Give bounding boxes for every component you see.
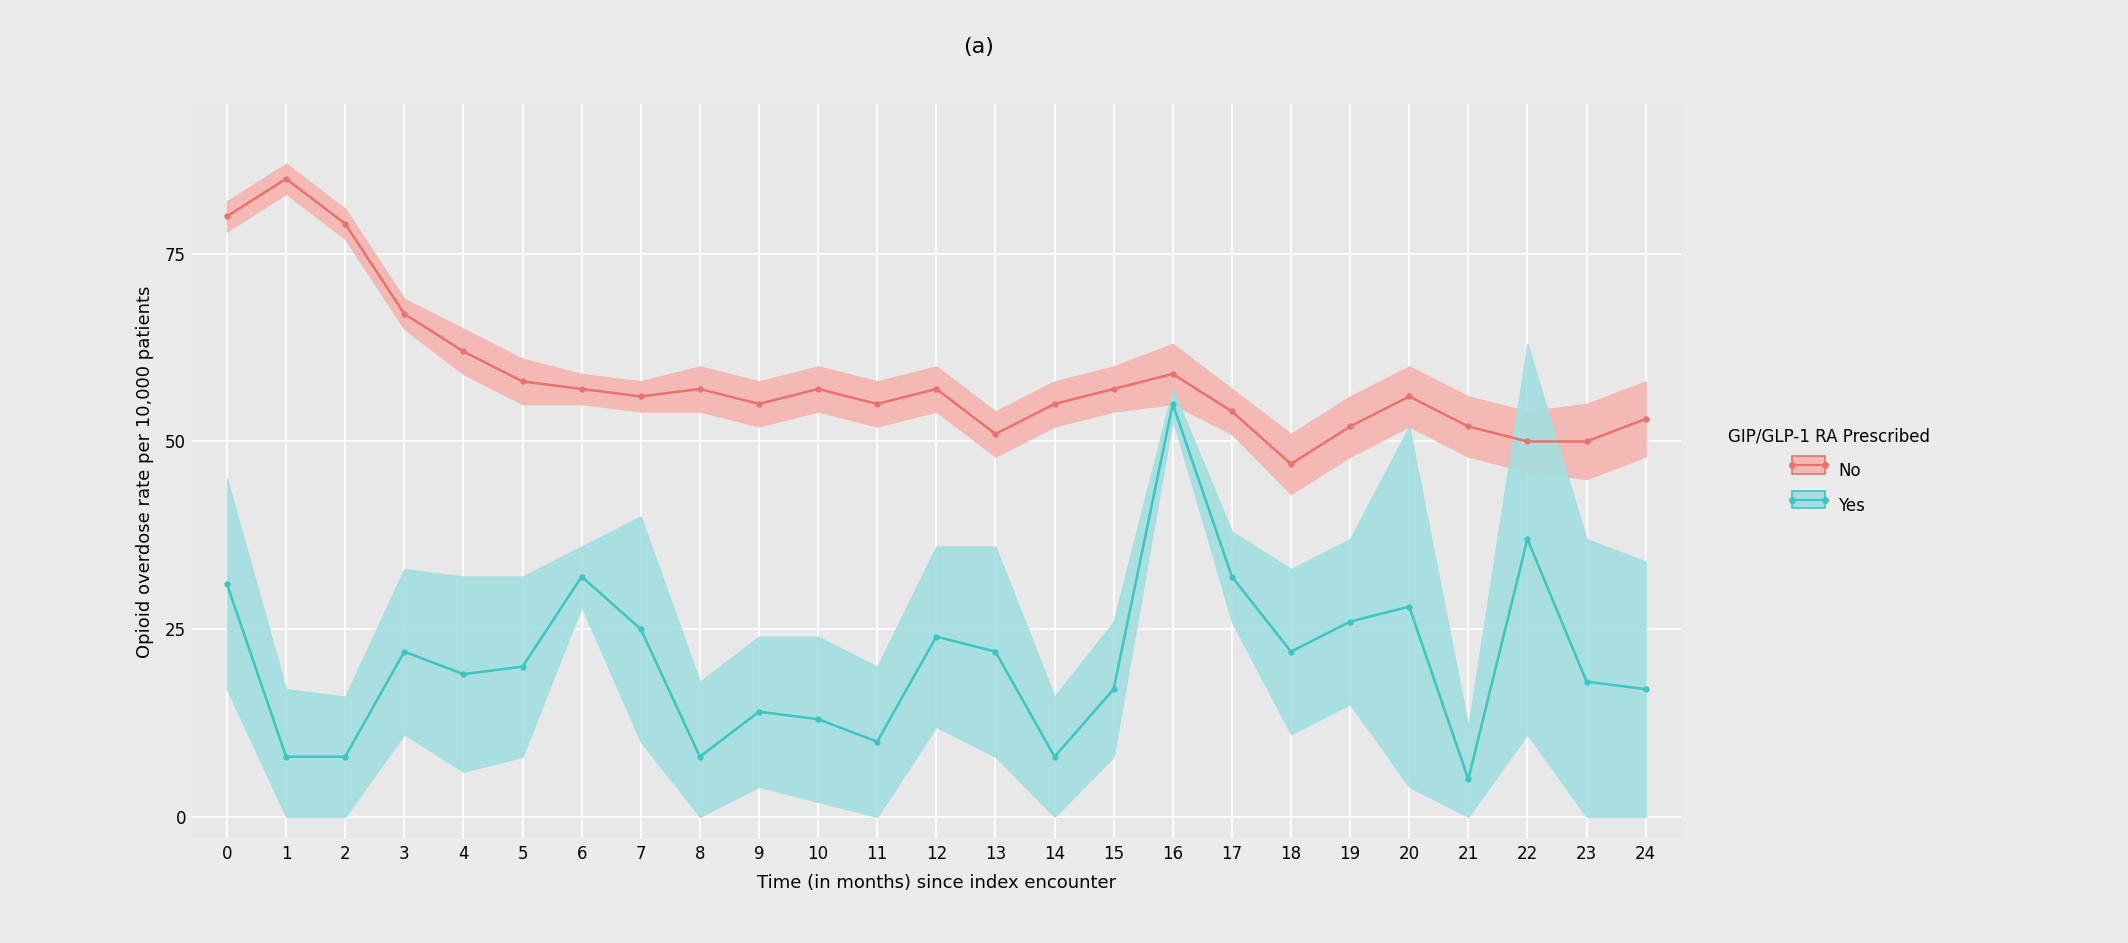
Text: (a): (a) (964, 37, 994, 57)
X-axis label: Time (in months) since index encounter: Time (in months) since index encounter (758, 874, 1115, 892)
Legend: No, Yes: No, Yes (1719, 420, 1939, 523)
Y-axis label: Opioid overdose rate per 10,000 patients: Opioid overdose rate per 10,000 patients (136, 286, 153, 657)
